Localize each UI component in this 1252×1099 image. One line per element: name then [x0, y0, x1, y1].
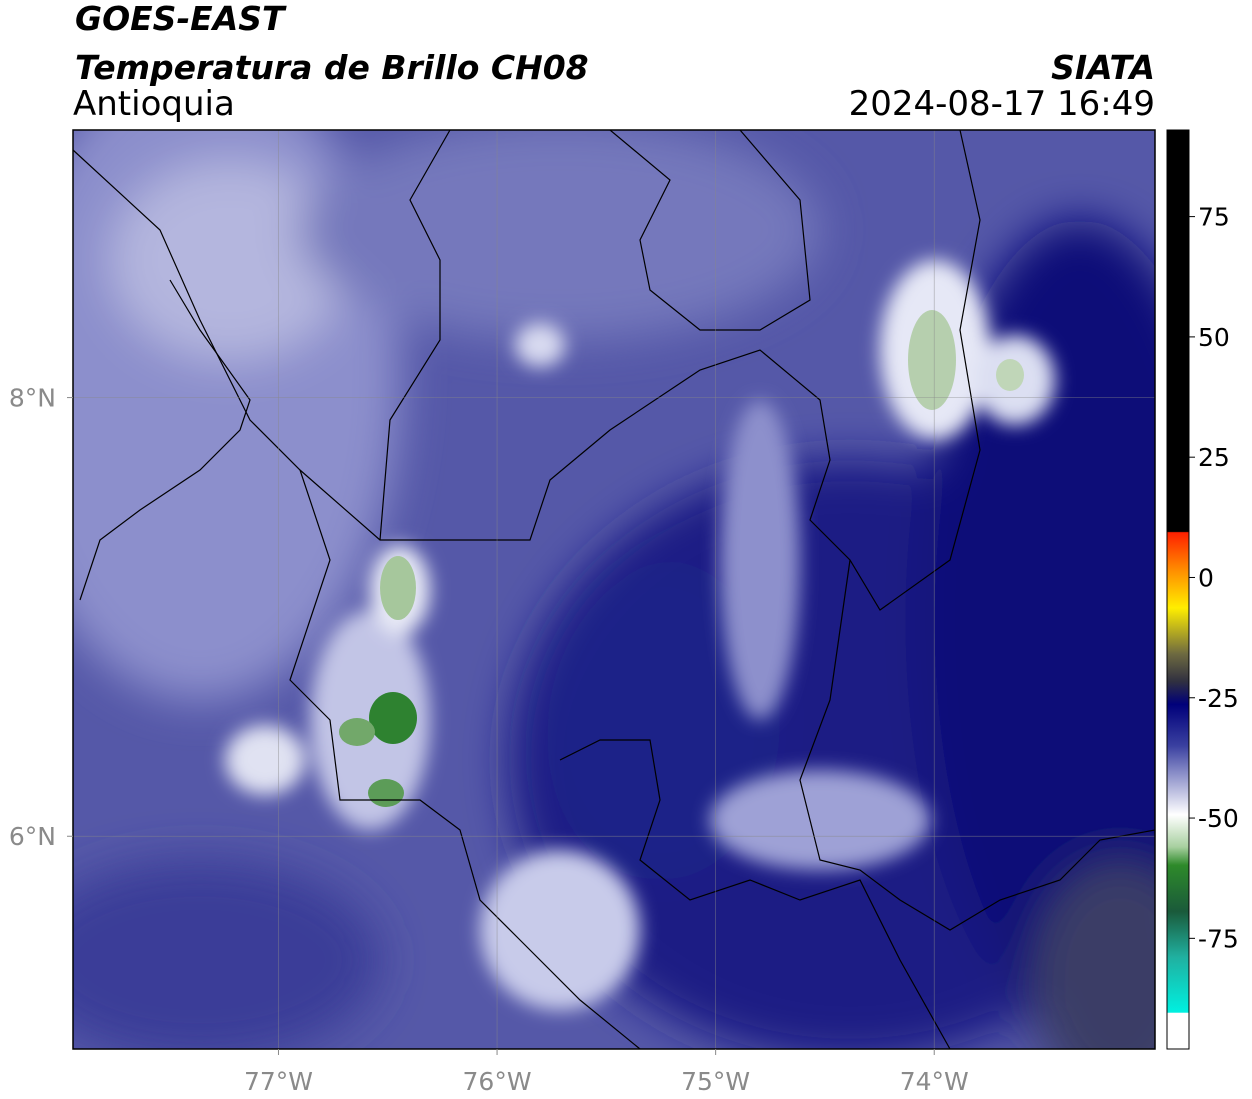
map-image [73, 130, 1155, 1049]
colorbar-tick-label: 25 [1198, 443, 1230, 472]
subtitle: Temperatura de Brillo CH08 [75, 48, 589, 87]
colorbar-tick-label: -50 [1198, 804, 1239, 833]
colorbar-tick-label: 50 [1198, 323, 1230, 352]
title: GOES-EAST [75, 0, 287, 38]
colorbar [1166, 129, 1190, 1050]
colorbar-tick-label: -25 [1198, 684, 1239, 713]
lon-tick-label: 75°W [681, 1067, 750, 1096]
datetime: 2024-08-17 16:49 [849, 84, 1155, 124]
grid [73, 130, 1155, 1049]
region: Antioquia [73, 84, 235, 124]
lon-tick-label: 77°W [244, 1067, 313, 1096]
lat-tick-label: 6°N [9, 822, 56, 851]
colorbar-tick-label: 0 [1198, 563, 1214, 592]
lon-tick-label: 76°W [463, 1067, 532, 1096]
source: SIATA [1051, 48, 1155, 87]
lat-tick-label: 8°N [9, 384, 56, 413]
map-frame [72, 129, 1156, 1050]
lon-tick-label: 74°W [900, 1067, 969, 1096]
colorbar-tick-label: 75 [1198, 203, 1230, 232]
colorbar-tick-label: -75 [1198, 924, 1239, 953]
